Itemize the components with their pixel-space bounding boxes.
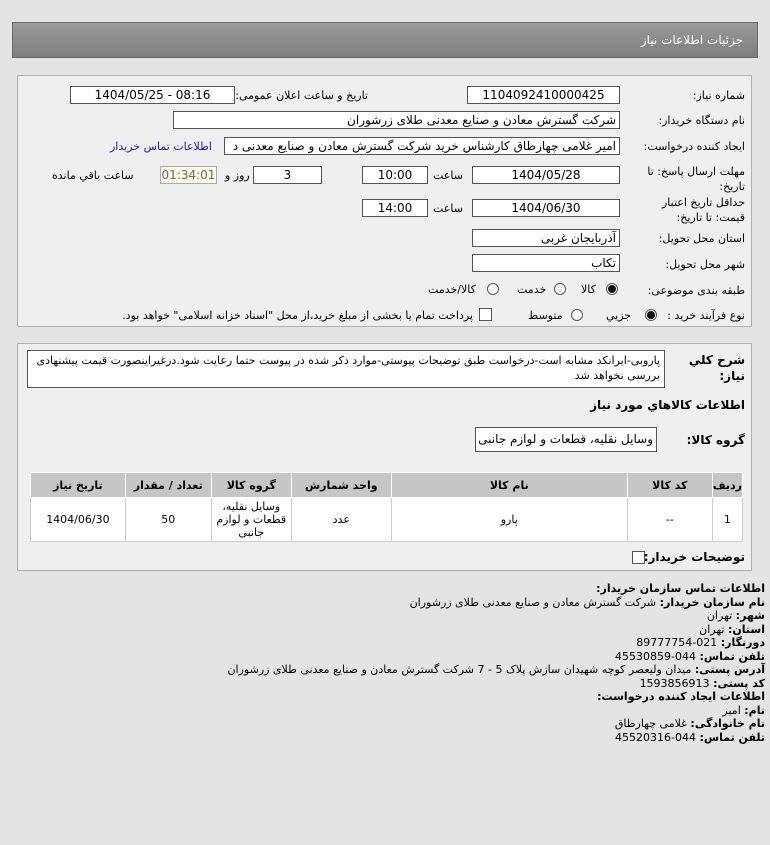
deadline-time-field[interactable]: 10:00 <box>362 166 428 184</box>
contact-postal: کد پستی: 1593856913 <box>639 676 765 690</box>
contact-section: اطلاعات تماس سازمان خریدار: نام سازمان خ… <box>65 582 765 744</box>
contact-province: استان: تهران <box>699 622 765 636</box>
creator-title: اطلاعات ایجاد کننده درخواست: <box>597 690 765 703</box>
buyer-contact-link[interactable]: اطلاعات تماس خریدار <box>110 140 212 153</box>
announce-label: تاریخ و ساعت اعلان عمومی: <box>235 89 368 102</box>
validity-label: حداقل تاریخ اعتبار قیمت: تا تاریخ: <box>661 196 745 224</box>
process-minor-label: جزیي <box>606 309 632 322</box>
goods-group-label: گروه کالا: <box>686 433 745 447</box>
cell-row: 1 <box>711 497 744 542</box>
deadline-date-field[interactable]: 1404/05/28 <box>472 166 620 184</box>
cell-qty: 50 <box>124 497 212 542</box>
buyer-notes-label: توضیحات خریدار: <box>643 550 745 564</box>
goods-table: ردیف کد کالا نام کالا واحد شمارش گروه کا… <box>30 472 744 542</box>
process-label: نوع فرآیند خرید : <box>667 309 745 322</box>
process-medium-radio[interactable] <box>571 309 583 321</box>
deadline-time-label: ساعت <box>433 169 463 182</box>
category-both-radio[interactable] <box>487 283 499 295</box>
creator-phone: تلفن تماس: 044-45520316 <box>615 730 765 744</box>
category-service-label: خدمت <box>517 283 547 296</box>
buyer-org-label: نام دستگاه خریدار: <box>658 114 745 127</box>
category-service-radio[interactable] <box>554 283 566 295</box>
contact-org: نام سازمان خریدار: شرکت گسترش معادن و صن… <box>409 595 765 609</box>
creator-family: نام خانوادگی: غلامی چهارطاق <box>614 717 765 730</box>
cell-unit: عدد <box>290 497 392 542</box>
announce-field[interactable]: 1404/05/25 - 08:16 <box>70 86 235 104</box>
cell-group: وسایل نقلیه، قطعات و لوازم جانبی <box>210 497 292 542</box>
cell-date: 1404/06/30 <box>30 497 126 542</box>
creator-name: نام: امیر <box>722 703 765 717</box>
need-number-field[interactable]: 1104092410000425 <box>467 86 620 104</box>
remaining-time-field: 01:34:01 <box>160 166 217 184</box>
creator-label: ایجاد کننده درخواست: <box>643 140 745 153</box>
city-label: شهر محل تحویل: <box>665 258 745 271</box>
deadline-label: مهلت ارسال پاسخ: تا تاریخ: <box>647 165 745 193</box>
col-qty: تعداد / مقدار <box>124 472 212 498</box>
creator-field[interactable]: امیر غلامی چهارطاق کارشناس خرید شرکت گست… <box>224 137 620 155</box>
category-goods-label: کالا <box>581 283 596 296</box>
contact-address: آدرس پستی: میدان ولیعصر کوچه شهیدان سازش… <box>227 663 765 676</box>
treasury-checkbox[interactable] <box>479 308 492 321</box>
category-label: طبقه بندی موضوعی: <box>647 284 745 297</box>
page-title: جزئیات اطلاعات نیاز <box>640 33 743 47</box>
need-number-label: شماره نیاز: <box>692 89 745 102</box>
contact-city: شهر: تهران <box>706 609 765 622</box>
buyer-org-field[interactable]: شرکت گسترش معادن و صنایع معدنی طلای زرشو… <box>173 111 620 129</box>
col-code: کد کالا <box>626 472 713 498</box>
contact-title: اطلاعات تماس سازمان خریدار: <box>596 582 765 595</box>
contact-fax: دورنگار: 021-89777754 <box>636 636 765 649</box>
buyer-notes-checkbox[interactable] <box>632 551 645 564</box>
days-field[interactable]: 3 <box>253 166 322 184</box>
city-field[interactable]: تکاب <box>472 254 620 272</box>
page-header: جزئیات اطلاعات نیاز <box>12 22 758 58</box>
process-minor-radio[interactable] <box>645 309 657 321</box>
category-goods-radio[interactable] <box>606 283 618 295</box>
province-field[interactable]: آذربایجان غربی <box>472 229 620 247</box>
treasury-text: پرداخت تمام یا بخشی از مبلغ خرید،از محل … <box>122 309 473 322</box>
description-label: شرح کلي نیاز: <box>688 353 745 383</box>
goods-section-title: اطلاعات کالاهاي مورد نیاز <box>590 398 745 412</box>
contact-phone: تلفن تماس: 044-45530859 <box>615 649 765 663</box>
category-both-label: کالا/خدمت <box>428 283 476 296</box>
description-field: پاروبی-ایرانکد مشابه است-درخواست طبق توض… <box>27 350 665 388</box>
cell-name: پارو <box>390 497 628 542</box>
validity-time-label: ساعت <box>433 202 463 215</box>
col-group: گروه کالا <box>210 472 292 498</box>
col-unit: واحد شمارش <box>290 472 392 498</box>
validity-time-field[interactable]: 14:00 <box>362 199 428 217</box>
province-label: استان محل تحویل: <box>658 232 745 245</box>
col-date: تاریخ نیاز <box>30 472 126 498</box>
validity-date-field[interactable]: 1404/06/30 <box>472 199 620 217</box>
process-medium-label: متوسط <box>528 309 563 322</box>
col-name: نام کالا <box>390 472 628 498</box>
table-row: 1 -- پارو عدد وسایل نقلیه، قطعات و لوازم… <box>30 497 744 542</box>
table-header-row: ردیف کد کالا نام کالا واحد شمارش گروه کا… <box>30 472 744 498</box>
goods-group-field: وسایل نقلیه، قطعات و لوازم جانبی <box>475 427 657 452</box>
cell-code: -- <box>626 497 713 542</box>
remaining-label: ساعت باقي مانده <box>52 169 134 182</box>
col-row: ردیف <box>711 472 744 498</box>
days-label: روز و <box>225 169 250 182</box>
